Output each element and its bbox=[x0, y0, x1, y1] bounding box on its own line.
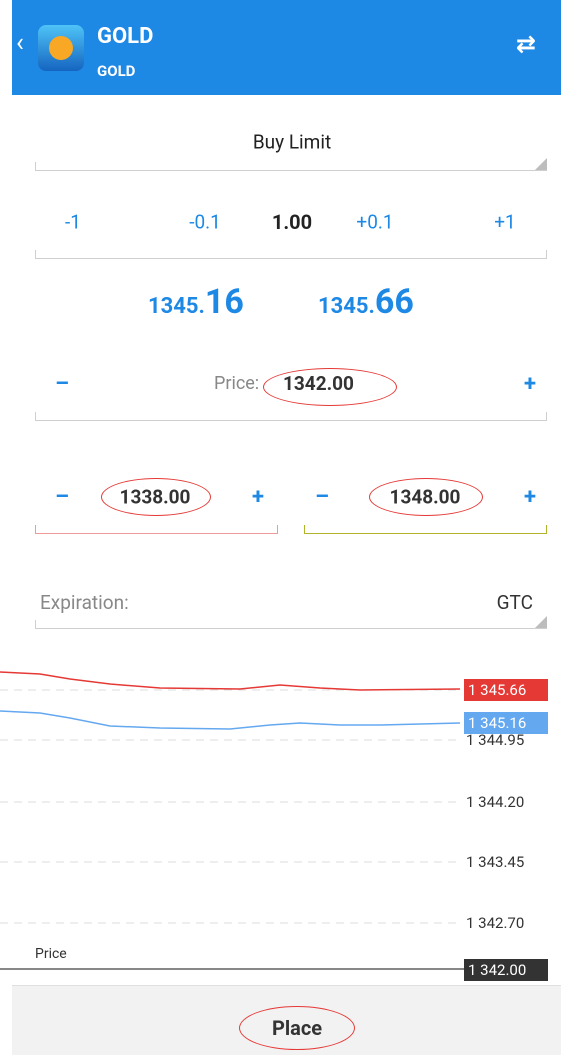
volume-value[interactable]: 1.00 bbox=[271, 210, 313, 234]
divider bbox=[35, 170, 547, 171]
bid-price-box: 1 345.16 bbox=[464, 712, 548, 734]
sl-plus[interactable]: + bbox=[252, 484, 264, 510]
bid-line bbox=[0, 710, 461, 730]
axis-label: 1 342.70 bbox=[466, 914, 525, 932]
dropdown-indicator bbox=[535, 616, 547, 628]
header-bar bbox=[12, 0, 561, 95]
mini-chart bbox=[0, 671, 464, 970]
axis-label: 1 344.95 bbox=[466, 731, 525, 749]
axis-label: 1 344.20 bbox=[466, 793, 525, 811]
expiration-label: Expiration: bbox=[40, 591, 129, 614]
ask-big: 66 bbox=[374, 282, 414, 322]
divider-tick bbox=[277, 525, 278, 533]
volume-step[interactable]: +1 bbox=[494, 210, 516, 234]
price-plus[interactable]: + bbox=[524, 371, 536, 397]
highlight-ellipse bbox=[263, 368, 397, 406]
divider-tick bbox=[546, 525, 547, 533]
volume-step[interactable]: -0.1 bbox=[189, 210, 221, 234]
highlight-ellipse bbox=[369, 478, 483, 516]
divider-tick bbox=[35, 250, 36, 258]
symbol-subtitle: GOLD bbox=[97, 62, 136, 80]
divider-tick bbox=[546, 412, 547, 420]
tp-underline bbox=[304, 533, 547, 534]
price-line-label: Price bbox=[35, 946, 67, 962]
back-arrow[interactable]: ‹ bbox=[16, 28, 24, 58]
volume-step[interactable]: -1 bbox=[65, 210, 81, 234]
volume-step[interactable]: +0.1 bbox=[356, 210, 394, 234]
price-line-box: 1 342.00 bbox=[464, 959, 548, 981]
axis-label: 1 343.45 bbox=[466, 853, 525, 871]
divider-tick bbox=[35, 525, 36, 533]
price-minus[interactable]: – bbox=[55, 371, 69, 397]
ask-line bbox=[0, 671, 461, 691]
divider bbox=[35, 420, 547, 421]
divider-tick bbox=[35, 620, 36, 628]
bid-quote: 1345.16 bbox=[148, 282, 244, 322]
dropdown-indicator bbox=[535, 158, 547, 170]
divider bbox=[35, 628, 547, 629]
expiration-value[interactable]: GTC bbox=[496, 591, 533, 614]
order-type[interactable]: Buy Limit bbox=[252, 130, 332, 154]
price-label: Price: bbox=[214, 373, 260, 394]
bid-big: 16 bbox=[204, 282, 244, 322]
highlight-ellipse bbox=[239, 1006, 355, 1050]
tp-minus[interactable]: – bbox=[315, 484, 329, 510]
symbol-title: GOLD bbox=[97, 24, 154, 49]
ask-price-box: 1 345.66 bbox=[464, 679, 548, 701]
trade-icon[interactable]: ⇄ bbox=[516, 30, 537, 58]
divider-tick bbox=[35, 162, 36, 170]
sl-minus[interactable]: – bbox=[55, 484, 69, 510]
divider-tick bbox=[546, 250, 547, 258]
highlight-ellipse bbox=[101, 478, 211, 516]
tp-plus[interactable]: + bbox=[524, 484, 536, 510]
divider-tick bbox=[35, 412, 36, 420]
ask-main: 1345. bbox=[318, 294, 375, 319]
divider-tick bbox=[304, 525, 305, 533]
bid-main: 1345. bbox=[148, 294, 205, 319]
divider bbox=[35, 258, 547, 259]
ask-quote: 1345.66 bbox=[318, 282, 414, 322]
sl-underline bbox=[35, 533, 278, 534]
app-icon bbox=[38, 25, 84, 71]
